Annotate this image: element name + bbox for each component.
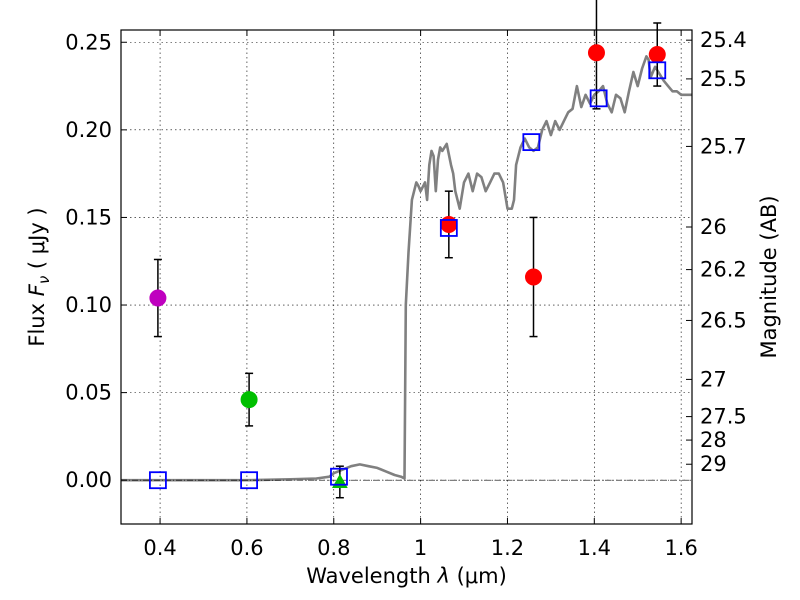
plot-frame (120, 29, 693, 525)
y2-tick-label: 26.2 (700, 258, 747, 282)
model-spectrum-line (121, 54, 692, 482)
observed-point (331, 473, 348, 489)
model-photometry-point (522, 133, 541, 152)
tick-labels: 0.4 0.6 0.8 1 1.2 1.4 1.6 0.00 0.05 0.10 0.15 0.20 0… (65, 28, 747, 560)
y2-tick-label: 25.4 (700, 28, 747, 52)
x-tick-label: 1.4 (578, 536, 611, 560)
observed-point (240, 391, 258, 409)
model-photometry-point (149, 471, 167, 490)
y2-tick-label: 29 (700, 452, 727, 476)
x-tick-label: 0.6 (230, 536, 263, 560)
y2-tick-label: 27 (700, 367, 727, 391)
y-tick-label: 0.20 (65, 118, 112, 142)
y2-tick-label: 25.5 (700, 67, 747, 91)
model-photometry-point (330, 467, 348, 486)
observed-point (587, 44, 605, 62)
x-axis-label: Wavelength λ (μm) (306, 564, 507, 588)
y2-tick-label: 27.5 (700, 405, 747, 429)
observed-point (149, 289, 167, 307)
observed-point (525, 268, 543, 286)
model-photometry-point (648, 61, 667, 80)
model-photometry-point (439, 219, 458, 237)
y-tick-label: 0.10 (65, 293, 112, 317)
y2-tick-label: 28 (700, 428, 727, 452)
y2-axis-label: Magnitude (AB) (757, 195, 781, 358)
axis-ticks (121, 30, 692, 524)
y-tick-label: 0.15 (65, 205, 112, 229)
model-photometry-point (589, 89, 608, 108)
x-tick-label: 0.4 (143, 536, 176, 560)
y2-tick-label: 25.7 (700, 134, 747, 158)
observed-point (440, 215, 458, 233)
x-tick-label: 1.2 (491, 536, 524, 560)
x-tick-label: 1 (414, 536, 427, 560)
observed-point (648, 46, 666, 64)
model-photometry-group (149, 61, 667, 490)
y2-tick-label: 26.5 (700, 308, 747, 332)
model-photometry-point (240, 471, 258, 490)
y-axis-label: Flux Fν ( μJy ) (25, 207, 53, 346)
y-tick-label: 0.00 (65, 468, 112, 492)
model-spectrum-group (121, 54, 692, 482)
x-tick-label: 1.6 (664, 536, 697, 560)
y-tick-label: 0.25 (65, 30, 112, 54)
y2-tick-label: 26 (700, 215, 727, 239)
x-tick-label: 0.8 (317, 536, 350, 560)
y-tick-label: 0.05 (65, 381, 112, 405)
